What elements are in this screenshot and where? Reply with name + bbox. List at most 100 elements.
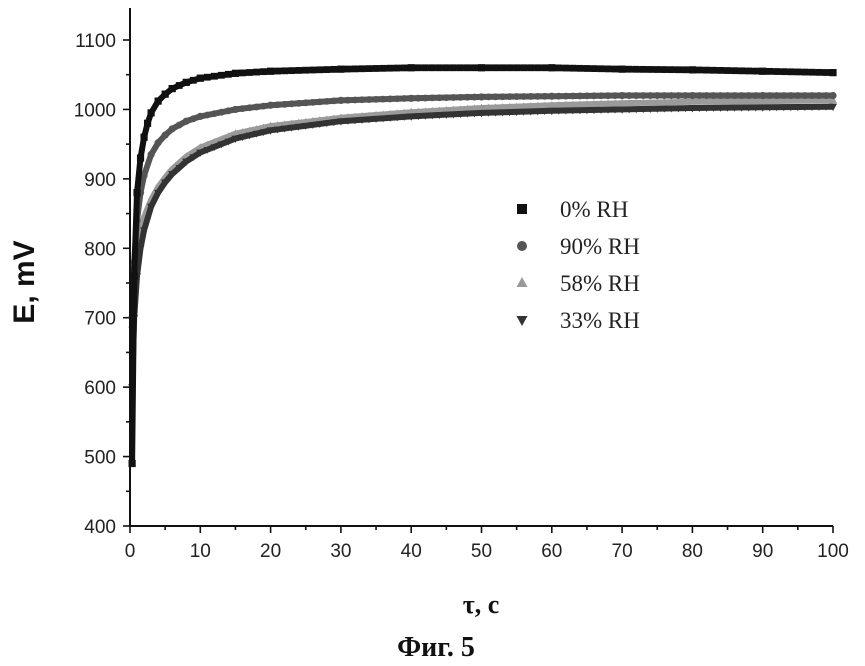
marker bbox=[253, 104, 260, 111]
marker bbox=[176, 122, 183, 129]
marker bbox=[464, 94, 471, 101]
marker bbox=[380, 96, 387, 103]
y-tick-label: 1000 bbox=[74, 100, 116, 121]
marker bbox=[429, 64, 436, 71]
marker bbox=[499, 64, 506, 71]
marker bbox=[302, 99, 309, 106]
marker bbox=[696, 92, 703, 99]
marker bbox=[281, 67, 288, 74]
marker bbox=[267, 102, 274, 109]
marker bbox=[541, 64, 548, 71]
marker bbox=[415, 64, 422, 71]
marker bbox=[534, 64, 541, 71]
legend-item: 90% RH bbox=[517, 234, 640, 259]
marker bbox=[823, 69, 830, 76]
x-tick-label: 100 bbox=[817, 541, 849, 562]
marker bbox=[787, 92, 794, 99]
marker bbox=[591, 92, 598, 99]
marker bbox=[471, 64, 478, 71]
marker bbox=[541, 93, 548, 100]
marker bbox=[619, 66, 626, 73]
marker bbox=[787, 68, 794, 75]
marker bbox=[513, 93, 520, 100]
marker bbox=[724, 67, 731, 74]
marker bbox=[633, 92, 640, 99]
y-tick-label: 900 bbox=[84, 170, 116, 191]
marker bbox=[204, 74, 211, 81]
x-tick-label: 80 bbox=[682, 541, 703, 562]
marker bbox=[155, 139, 162, 146]
marker bbox=[689, 92, 696, 99]
data-point bbox=[144, 120, 151, 127]
marker bbox=[169, 85, 176, 92]
marker bbox=[675, 66, 682, 73]
marker bbox=[682, 66, 689, 73]
marker bbox=[738, 92, 745, 99]
marker bbox=[338, 66, 345, 73]
marker bbox=[801, 69, 808, 76]
marker bbox=[260, 103, 267, 110]
marker bbox=[204, 112, 211, 119]
marker bbox=[373, 65, 380, 72]
legend-item: 58% RH bbox=[517, 271, 640, 296]
marker bbox=[239, 70, 246, 77]
series-58-rh bbox=[128, 96, 837, 327]
marker bbox=[359, 96, 366, 103]
marker bbox=[809, 92, 816, 99]
marker bbox=[633, 66, 640, 73]
marker bbox=[492, 64, 499, 71]
marker bbox=[316, 66, 323, 73]
marker bbox=[513, 64, 520, 71]
marker bbox=[696, 67, 703, 74]
legend-marker bbox=[517, 316, 528, 326]
marker bbox=[809, 69, 816, 76]
marker bbox=[661, 66, 668, 73]
y-axis-label: E, mV bbox=[8, 240, 41, 323]
marker bbox=[197, 75, 204, 82]
marker bbox=[731, 92, 738, 99]
marker bbox=[176, 82, 183, 89]
marker bbox=[577, 93, 584, 100]
marker bbox=[689, 66, 696, 73]
marker bbox=[527, 93, 534, 100]
marker bbox=[471, 94, 478, 101]
marker bbox=[626, 92, 633, 99]
marker bbox=[506, 93, 513, 100]
marker bbox=[316, 98, 323, 105]
marker bbox=[752, 68, 759, 75]
marker bbox=[239, 105, 246, 112]
marker bbox=[492, 93, 499, 100]
marker bbox=[422, 95, 429, 102]
marker bbox=[562, 65, 569, 72]
marker bbox=[640, 92, 647, 99]
marker bbox=[794, 92, 801, 99]
marker bbox=[295, 100, 302, 107]
marker bbox=[309, 99, 316, 106]
series-90-rh bbox=[129, 92, 837, 321]
marker bbox=[408, 64, 415, 71]
legend-marker bbox=[517, 241, 527, 251]
marker bbox=[745, 92, 752, 99]
marker bbox=[380, 65, 387, 72]
marker bbox=[197, 113, 204, 120]
series-0-rh bbox=[129, 64, 837, 467]
marker bbox=[584, 65, 591, 72]
marker bbox=[612, 92, 619, 99]
marker bbox=[218, 109, 225, 116]
series-line bbox=[132, 68, 833, 464]
marker bbox=[612, 66, 619, 73]
marker bbox=[661, 92, 668, 99]
marker bbox=[710, 92, 717, 99]
marker bbox=[830, 69, 837, 76]
legend-label: 0% RH bbox=[560, 197, 628, 222]
marker bbox=[323, 98, 330, 105]
marker bbox=[759, 92, 766, 99]
marker bbox=[816, 92, 823, 99]
x-tick-label: 90 bbox=[752, 541, 773, 562]
marker bbox=[773, 92, 780, 99]
marker bbox=[598, 65, 605, 72]
marker bbox=[548, 93, 555, 100]
marker bbox=[352, 97, 359, 104]
marker bbox=[408, 95, 415, 102]
